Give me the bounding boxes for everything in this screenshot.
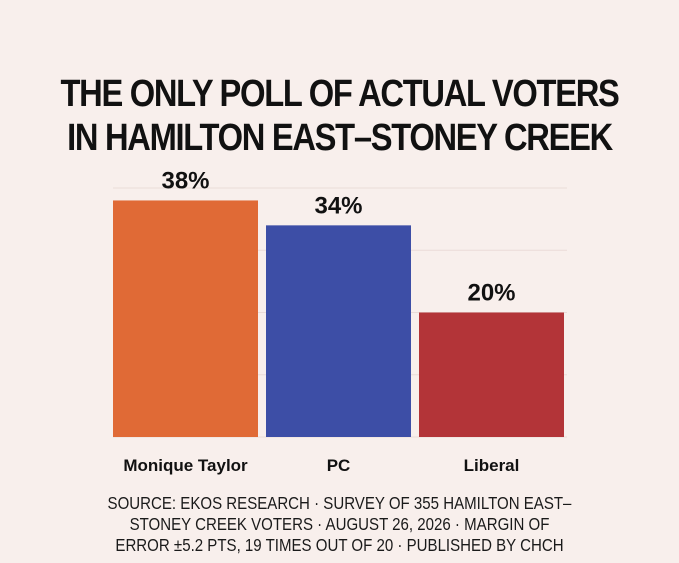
source-note-line-1: SOURCE: EKOS RESEARCH · SURVEY OF 355 HA…: [107, 493, 572, 513]
bar-liberal: [419, 312, 564, 437]
source-note-line-3: ERROR ±5.2 PTS, 19 TIMES OUT OF 20 · PUB…: [115, 535, 564, 555]
category-label: PC: [327, 456, 351, 475]
category-label: Liberal: [464, 456, 520, 475]
value-label: 20%: [467, 280, 515, 307]
bar-monique-taylor: [113, 200, 258, 437]
value-label: 34%: [314, 192, 362, 219]
headline-line-1: THE ONLY POLL OF ACTUAL VOTERS: [60, 73, 619, 115]
headline-line-2: IN HAMILTON EAST–STONEY CREEK: [67, 117, 613, 159]
bar-pc: [266, 225, 411, 437]
source-note-line-2: STONEY CREEK VOTERS · AUGUST 26, 2026 · …: [129, 514, 550, 534]
category-label: Monique Taylor: [123, 456, 248, 475]
bar-chart: 38% Monique Taylor 34% PC 20% Liberal: [113, 167, 567, 475]
value-label: 38%: [161, 167, 209, 194]
